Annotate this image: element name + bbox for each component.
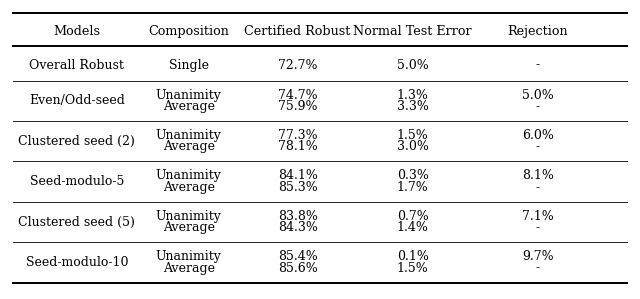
Text: Clustered seed (5): Clustered seed (5) [19,216,135,228]
Text: Unanimity: Unanimity [156,210,221,223]
Text: 3.0%: 3.0% [397,141,429,153]
Text: Rejection: Rejection [508,25,568,38]
Text: 84.3%: 84.3% [278,221,317,234]
Text: 9.7%: 9.7% [522,250,554,263]
Text: -: - [536,221,540,234]
Text: 1.5%: 1.5% [397,262,429,274]
Text: Unanimity: Unanimity [156,170,221,182]
Text: 7.1%: 7.1% [522,210,554,223]
Text: -: - [536,262,540,274]
Text: Unanimity: Unanimity [156,250,221,263]
Text: 72.7%: 72.7% [278,59,317,71]
Text: Average: Average [163,262,215,274]
Text: -: - [536,141,540,153]
Text: Overall Robust: Overall Robust [29,59,124,71]
Text: 0.3%: 0.3% [397,170,429,182]
Text: Composition: Composition [148,25,229,38]
Text: Certified Robust: Certified Robust [244,25,351,38]
Text: 0.7%: 0.7% [397,210,429,223]
Text: Average: Average [163,221,215,234]
Text: 85.6%: 85.6% [278,262,317,274]
Text: Average: Average [163,141,215,153]
Text: Unanimity: Unanimity [156,89,221,102]
Text: 1.3%: 1.3% [397,89,429,102]
Text: Clustered seed (2): Clustered seed (2) [19,135,135,148]
Text: Normal Test Error: Normal Test Error [353,25,472,38]
Text: Average: Average [163,181,215,194]
Text: Even/Odd-seed: Even/Odd-seed [29,94,125,107]
Text: -: - [536,59,540,71]
Text: Average: Average [163,100,215,113]
Text: 8.1%: 8.1% [522,170,554,182]
Text: 83.8%: 83.8% [278,210,317,223]
Text: Unanimity: Unanimity [156,129,221,142]
Text: 0.1%: 0.1% [397,250,429,263]
Text: -: - [536,181,540,194]
Text: 5.0%: 5.0% [522,89,554,102]
Text: 85.4%: 85.4% [278,250,317,263]
Text: 3.3%: 3.3% [397,100,429,113]
Text: 1.4%: 1.4% [397,221,429,234]
Text: Seed-modulo-5: Seed-modulo-5 [29,175,124,188]
Text: 6.0%: 6.0% [522,129,554,142]
Text: 74.7%: 74.7% [278,89,317,102]
Text: 85.3%: 85.3% [278,181,317,194]
Text: Models: Models [53,25,100,38]
Text: 1.7%: 1.7% [397,181,429,194]
Text: 77.3%: 77.3% [278,129,317,142]
Text: 75.9%: 75.9% [278,100,317,113]
Text: Single: Single [169,59,209,71]
Text: Seed-modulo-10: Seed-modulo-10 [26,256,128,269]
Text: 84.1%: 84.1% [278,170,317,182]
Text: 5.0%: 5.0% [397,59,429,71]
Text: 78.1%: 78.1% [278,141,317,153]
Text: -: - [536,100,540,113]
Text: 1.5%: 1.5% [397,129,429,142]
